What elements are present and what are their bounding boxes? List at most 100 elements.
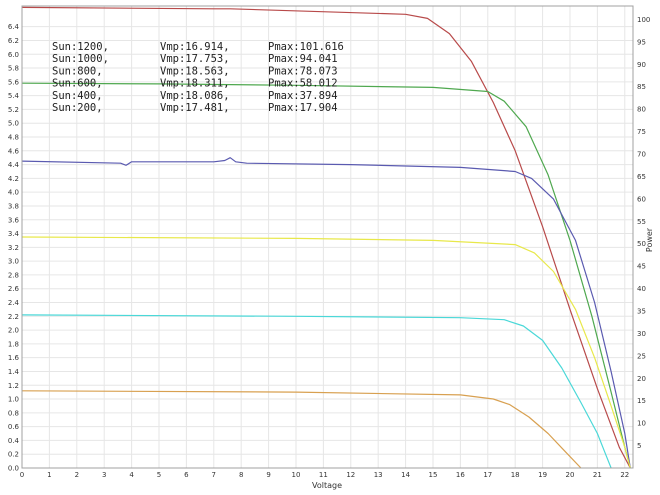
y-left-tick-labels: 0.0 0.2 0.4 0.6 0.8 1.0 1.2 1.4 1.6 1.8 2.0 2.2 2.4 2…	[8, 23, 20, 472]
y-right-tick-label: 30	[637, 330, 646, 338]
y-right-tick-label: 10	[637, 420, 646, 428]
y-right-tick-label: 15	[637, 397, 646, 405]
annotation-vmp: Vmp:18.311,	[160, 78, 230, 90]
x-tick-label: 13	[374, 471, 383, 479]
y-right-tick-label: 95	[637, 38, 646, 46]
x-tick-label: 3	[102, 471, 106, 479]
y-left-tick-label: 0.8	[8, 409, 19, 417]
x-tick-label: 1	[47, 471, 51, 479]
y-left-tick-label: 3.4	[8, 230, 20, 238]
annotations-block: Sun:1200, Vmp:16.914, Pmax:101.616 Sun:1000…	[52, 41, 344, 114]
y-right-tick-label: 45	[637, 263, 646, 271]
y-left-tick-label: 1.4	[8, 368, 20, 376]
annotation-pmax: Pmax:17.904	[268, 102, 338, 114]
series-line-4	[21, 314, 612, 469]
y-left-tick-label: 2.2	[8, 313, 19, 321]
y-right-tick-label: 60	[637, 195, 646, 203]
x-tick-label: 5	[157, 471, 161, 479]
y-right-tick-label: 70	[637, 151, 646, 159]
annotation-sun: Sun:600,	[52, 78, 103, 90]
y-right-tick-label: 40	[637, 285, 646, 293]
x-tick-label: 7	[212, 471, 216, 479]
annotation-sun: Sun:400,	[52, 90, 103, 102]
y-right-tick-label: 25	[637, 352, 646, 360]
y-left-tick-label: 6.2	[8, 37, 19, 45]
x-tick-label: 15	[429, 471, 438, 479]
y-left-tick-label: 5.6	[8, 78, 20, 86]
x-tick-label: 19	[538, 471, 547, 479]
y-left-tick-label: 0.2	[8, 451, 19, 459]
y-left-tick-label: 0.0	[8, 465, 19, 473]
y-right-tick-label: 50	[637, 240, 646, 248]
x-tick-label: 12	[346, 471, 355, 479]
y-right-axis-title: Power	[645, 227, 654, 252]
x-tick-label: 8	[239, 471, 243, 479]
annotation-sun: Sun:1200,	[52, 41, 109, 53]
y-left-tick-label: 2.8	[8, 271, 19, 279]
y-left-tick-label: 5.2	[8, 106, 19, 114]
y-left-tick-label: 5.0	[8, 120, 19, 128]
y-left-tick-label: 5.8	[8, 65, 19, 73]
x-tick-label: 9	[266, 471, 270, 479]
y-right-tick-label: 80	[637, 106, 646, 114]
series-group	[21, 6, 631, 469]
annotation-vmp: Vmp:16.914,	[160, 41, 230, 53]
grid	[21, 6, 633, 469]
x-tick-label: 0	[20, 471, 24, 479]
annotation-pmax: Pmax:101.616	[268, 41, 344, 53]
series-line-0	[21, 6, 631, 469]
series-line-1	[21, 82, 631, 469]
x-tick-label: 16	[456, 471, 465, 479]
plot-frame	[21, 5, 634, 469]
x-tick-label: 14	[401, 471, 410, 479]
y-left-tick-label: 1.2	[8, 382, 19, 390]
y-left-tick-label: 0.6	[8, 423, 20, 431]
annotation-vmp: Vmp:17.481,	[160, 102, 230, 114]
x-tick-label: 6	[184, 471, 189, 479]
series-line-2	[21, 157, 631, 469]
x-tick-label: 20	[566, 471, 575, 479]
x-tick-label: 2	[75, 471, 79, 479]
y-left-tick-label: 6.0	[8, 51, 19, 59]
annotation-sun: Sun:1000,	[52, 53, 109, 65]
y-left-tick-label: 3.6	[8, 216, 20, 224]
annotation-pmax: Pmax:78.073	[268, 65, 338, 77]
y-left-tick-label: 2.4	[8, 299, 20, 307]
x-tick-label: 17	[483, 471, 492, 479]
annotation-pmax: Pmax:94.041	[268, 53, 338, 65]
y-left-tick-label: 5.4	[8, 92, 20, 100]
x-tick-label: 10	[292, 471, 301, 479]
annotation-vmp: Vmp:17.753,	[160, 53, 230, 65]
y-right-tick-label: 5	[637, 442, 641, 450]
y-left-tick-label: 2.6	[8, 285, 20, 293]
annotation-vmp: Vmp:18.086,	[160, 90, 230, 102]
y-left-tick-label: 4.4	[8, 161, 20, 169]
x-tick-label: 21	[593, 471, 602, 479]
series-line-3	[21, 236, 631, 469]
x-axis-title: Voltage	[312, 481, 342, 490]
annotation-sun: Sun:200,	[52, 102, 103, 114]
y-left-tick-label: 4.2	[8, 175, 19, 183]
y-left-tick-label: 3.2	[8, 244, 19, 252]
x-tick-label: 22	[620, 471, 629, 479]
y-left-tick-label: 4.0	[8, 189, 19, 197]
y-right-tick-label: 20	[637, 375, 646, 383]
y-left-tick-label: 2.0	[8, 327, 19, 335]
x-tick-label: 4	[129, 471, 134, 479]
y-right-tick-labels: 5 10 15 20 25 30 35 40 45 50 55 60 65 70 75 80 85 90 95 100	[637, 16, 650, 450]
y-right-tick-label: 85	[637, 83, 646, 91]
y-right-tick-label: 75	[637, 128, 646, 136]
annotation-sun: Sun:800,	[52, 65, 103, 77]
y-left-tick-label: 1.0	[8, 396, 19, 404]
y-right-tick-label: 65	[637, 173, 646, 181]
y-right-tick-label: 55	[637, 218, 646, 226]
y-left-tick-label: 3.0	[8, 258, 19, 266]
x-tick-labels: 0 1 2 3 4 5 6 7 8 9 10 11 12 13 14 15 16 17 18 19 20 21 22	[20, 471, 629, 479]
y-left-tick-label: 1.8	[8, 340, 19, 348]
y-right-tick-label: 90	[637, 61, 646, 69]
y-left-tick-label: 0.4	[8, 437, 20, 445]
y-left-tick-label: 3.8	[8, 202, 19, 210]
annotation-vmp: Vmp:18.563,	[160, 65, 230, 77]
annotation-pmax: Pmax:37.894	[268, 90, 338, 102]
x-tick-label: 11	[319, 471, 328, 479]
